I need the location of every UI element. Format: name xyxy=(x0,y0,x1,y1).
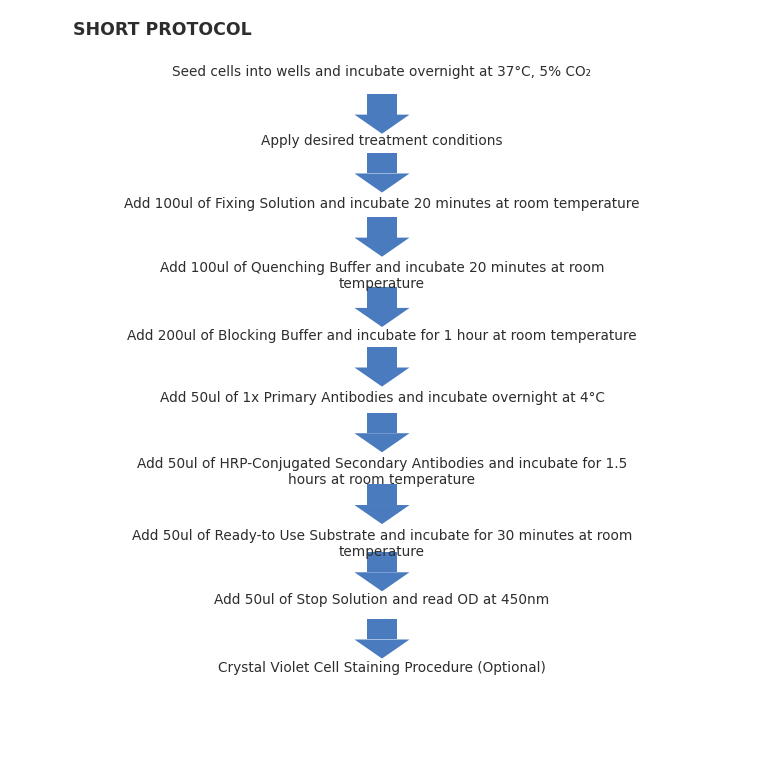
Text: Add 100ul of Quenching Buffer and incubate 20 minutes at room
temperature: Add 100ul of Quenching Buffer and incuba… xyxy=(160,261,604,292)
Bar xyxy=(367,287,397,308)
Polygon shape xyxy=(354,433,410,452)
Text: Add 50ul of Stop Solution and read OD at 450nm: Add 50ul of Stop Solution and read OD at… xyxy=(215,593,549,607)
Polygon shape xyxy=(354,639,410,659)
Bar xyxy=(367,619,397,639)
Polygon shape xyxy=(354,238,410,257)
Polygon shape xyxy=(354,115,410,134)
Polygon shape xyxy=(354,505,410,524)
Polygon shape xyxy=(354,367,410,387)
Text: Add 200ul of Blocking Buffer and incubate for 1 hour at room temperature: Add 200ul of Blocking Buffer and incubat… xyxy=(127,329,637,342)
Text: Apply des​ired treatment conditions: Apply des​ired treatment conditions xyxy=(261,134,503,147)
Bar xyxy=(367,413,397,433)
Text: Add 50ul of HRP-Conjugated Secondary Antibodies and incubate for 1.5
hours at ro: Add 50ul of HRP-Conjugated Secondary Ant… xyxy=(137,457,627,487)
Bar xyxy=(367,347,397,367)
Text: Seed cells into wells and incubate overnight at 37°C, 5% CO₂: Seed cells into wells and incubate overn… xyxy=(173,65,591,79)
Bar xyxy=(367,217,397,238)
Bar xyxy=(367,153,397,173)
Text: Add 50ul of Ready-to Use Substrate and incubate for 30 minutes at room
temperatu: Add 50ul of Ready-to Use Substrate and i… xyxy=(132,529,632,559)
Text: SHORT PROTOCOL: SHORT PROTOCOL xyxy=(73,21,251,40)
Text: Add 50ul of 1x Primary Antibodies and incubate overnight at 4°C: Add 50ul of 1x Primary Antibodies and in… xyxy=(160,391,604,405)
Bar xyxy=(367,484,397,505)
Bar xyxy=(367,94,397,115)
Bar xyxy=(367,552,397,572)
Polygon shape xyxy=(354,308,410,327)
Polygon shape xyxy=(354,572,410,591)
Polygon shape xyxy=(354,173,410,193)
Text: Add 100ul of Fixing Solution and incubate 20 minutes at room temperature: Add 100ul of Fixing Solution and incubat… xyxy=(125,197,639,211)
Text: Crystal Violet Cell Staining Procedure (Optional): Crystal Violet Cell Staining Procedure (… xyxy=(218,661,546,675)
